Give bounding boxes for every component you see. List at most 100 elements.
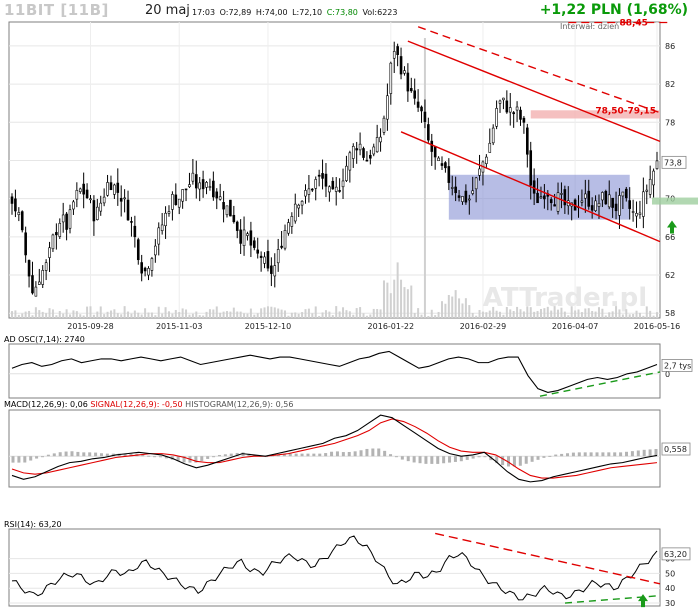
rsi-resistance-line (435, 532, 661, 585)
volume-bar (229, 311, 232, 318)
volume-bar (270, 306, 273, 318)
volume-bar (645, 306, 648, 318)
price-x-tick-label: 2015-09-28 (67, 322, 114, 331)
volume-bar (307, 308, 310, 318)
candle-body (136, 239, 140, 261)
volume-bar (188, 314, 191, 318)
volume-bar (140, 314, 143, 318)
price-change: +1,22 PLN (1,68%) (539, 2, 688, 18)
consolidation-zone (448, 174, 630, 220)
macd-histogram-bar (400, 456, 404, 460)
volume-bar (249, 308, 252, 318)
candle-body (512, 112, 515, 115)
macd-histogram-bar (595, 452, 599, 457)
volume-bar (454, 290, 457, 318)
volume-bar (372, 308, 375, 318)
volume-bar (656, 312, 658, 318)
macd-histogram-bar (471, 456, 475, 459)
candle-body (338, 190, 341, 192)
volume-bar (567, 315, 570, 318)
candle-body (96, 206, 99, 220)
volume-bar (546, 306, 549, 318)
rsi-up-arrow-icon (638, 594, 648, 608)
candle-body (328, 186, 331, 193)
candle-body (427, 124, 430, 141)
volume-bar (144, 308, 147, 318)
volume-bar (256, 313, 259, 318)
volume-bar (185, 309, 188, 318)
candle-body (65, 213, 68, 230)
macd-histogram-bar (300, 453, 304, 457)
macd-histogram-bar (141, 454, 145, 457)
volume-bar (89, 306, 92, 318)
volume-bar (219, 312, 222, 318)
candle-body (379, 136, 382, 143)
macd-histogram-bar (94, 452, 98, 457)
volume-bar (331, 315, 334, 318)
current-price-label: 73,8 (664, 158, 682, 167)
candle-body (618, 195, 621, 216)
volume-bar (499, 311, 502, 318)
volume-bar (99, 306, 102, 318)
rsi-y-tick-label: 50 (665, 569, 675, 578)
volume-bar (154, 315, 157, 318)
candle-body (655, 160, 659, 170)
volume-bar (512, 311, 515, 318)
macd-histogram-bar (88, 452, 92, 457)
candle-body (167, 211, 171, 214)
candle-body (399, 56, 403, 75)
volume-bar (369, 314, 372, 318)
volume-bar (352, 314, 355, 318)
candle-body (242, 229, 246, 246)
volume-bar (178, 311, 181, 318)
candle-body (461, 196, 464, 202)
rsi-line (11, 535, 658, 601)
volume-bar (376, 309, 379, 318)
candle-body (102, 196, 106, 204)
candle-body (259, 255, 263, 258)
date-label: 20 maj (145, 3, 190, 18)
candle-body (642, 191, 645, 217)
volume-bar (611, 311, 614, 318)
volume-bar (21, 313, 24, 318)
candle-body (413, 90, 416, 99)
candle-body (645, 189, 649, 192)
price-x-tick-label: 2015-12-10 (245, 322, 292, 331)
candle-body (55, 232, 58, 236)
volume-bar (642, 315, 645, 318)
volume-bar (342, 307, 345, 318)
macd-histogram-bar (630, 451, 634, 457)
candle-body (109, 182, 113, 191)
volume-bar (328, 311, 331, 318)
volume-bar (127, 311, 130, 318)
candle-body (304, 190, 307, 197)
volume-bar (17, 314, 20, 318)
candle-body (283, 230, 287, 249)
candle-body (539, 196, 543, 199)
volume-bar (348, 311, 351, 318)
price-panel-frame (8, 21, 661, 319)
volume-bar (635, 310, 638, 318)
macd-histogram-bar (276, 454, 280, 457)
candle-body (229, 199, 232, 217)
macd-histogram-bar (625, 451, 629, 457)
volume-bar (14, 310, 17, 318)
volume-bar (318, 315, 321, 318)
candle-body (85, 189, 89, 199)
histogram-label: HISTOGRAM(12,26,9): 0,56 (185, 400, 294, 409)
macd-histogram-bar (636, 450, 640, 457)
volume-bar (533, 311, 536, 318)
candle-body (270, 265, 273, 274)
candle-body (27, 260, 31, 277)
candle-body (177, 198, 181, 208)
volume-bar (389, 293, 392, 318)
candle-body (311, 188, 314, 191)
candle-body (239, 229, 242, 244)
volume-bar (51, 309, 54, 318)
volume-bar (335, 306, 338, 318)
macd-histogram-bar (459, 456, 463, 462)
candle-body (362, 148, 365, 158)
candle-body (624, 188, 628, 199)
volume-bar (202, 315, 205, 318)
